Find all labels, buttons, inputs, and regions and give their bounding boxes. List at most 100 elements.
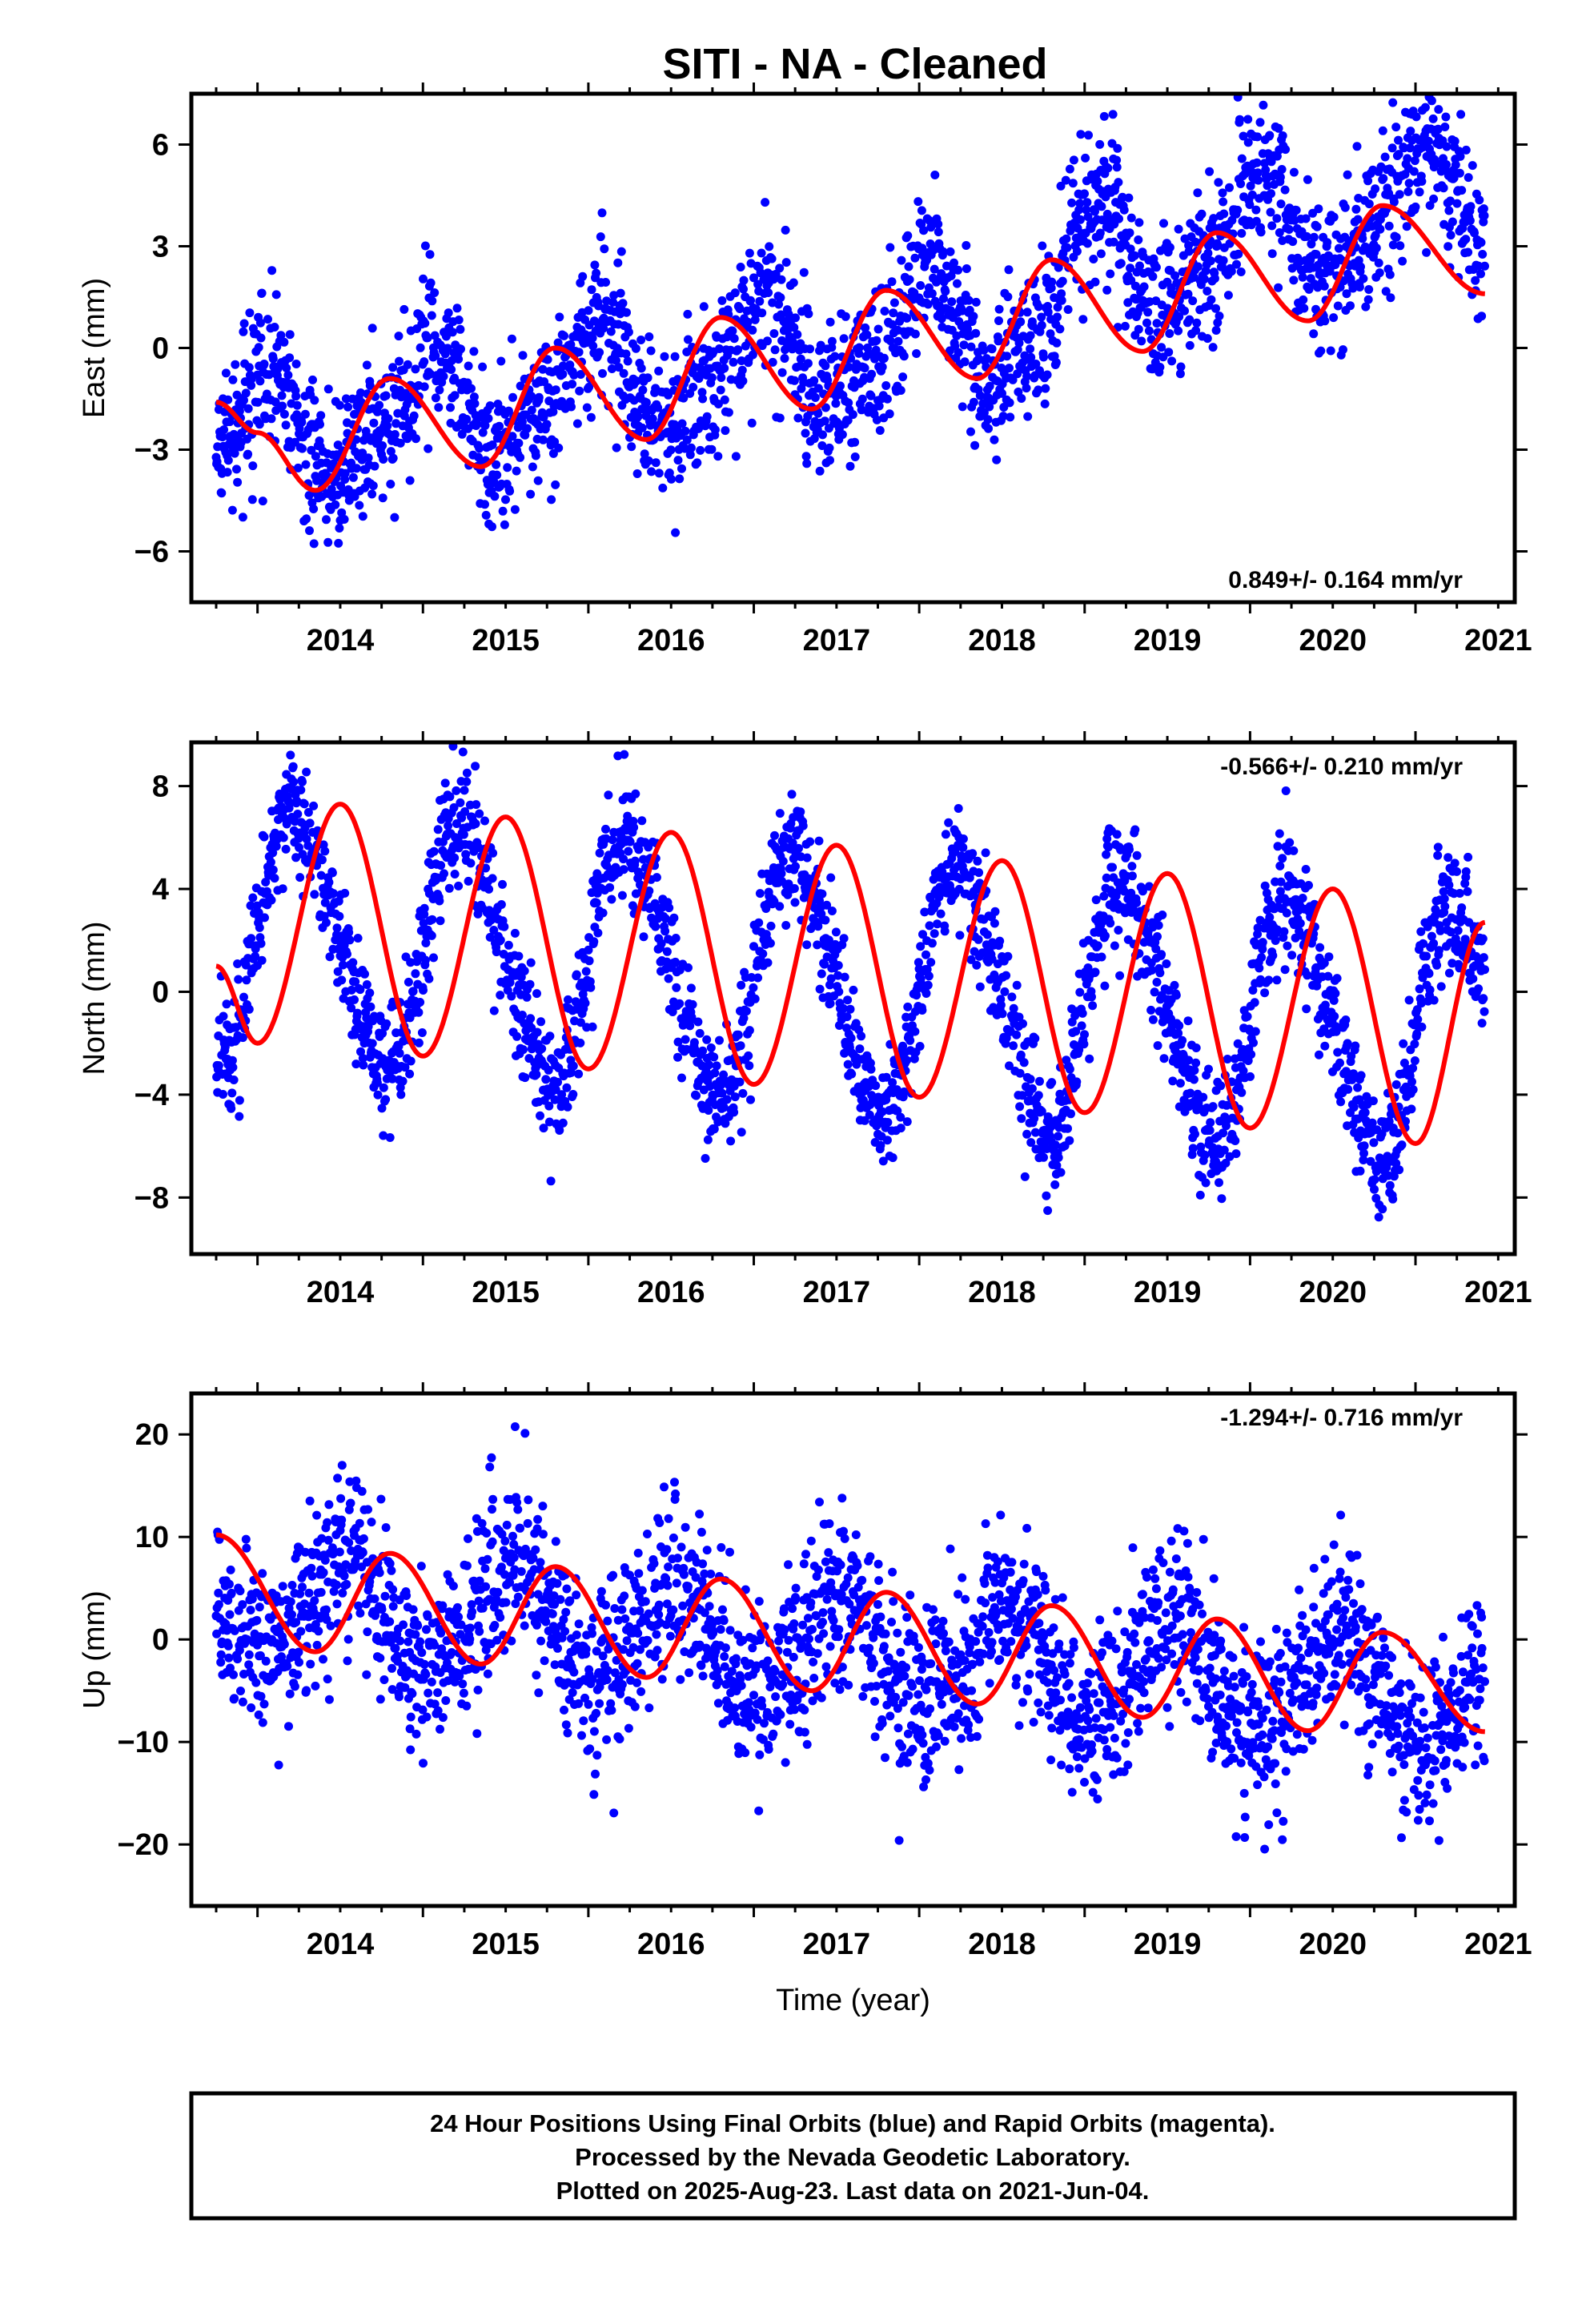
data-point: [1016, 1050, 1026, 1059]
data-point: [1339, 345, 1347, 355]
data-point: [1097, 202, 1106, 211]
data-point: [677, 1073, 686, 1083]
data-point: [840, 972, 849, 982]
data-point: [372, 407, 382, 416]
data-point: [425, 250, 435, 259]
data-point: [918, 930, 927, 939]
data-point: [383, 414, 393, 424]
data-point: [378, 493, 387, 503]
data-point: [1151, 944, 1161, 954]
data-point: [789, 813, 798, 822]
data-point: [1464, 173, 1473, 183]
data-point: [930, 264, 939, 274]
data-point: [331, 500, 340, 509]
data-point: [622, 308, 631, 317]
data-point: [646, 346, 656, 356]
data-point: [883, 1118, 893, 1127]
data-point: [312, 476, 322, 485]
data-point: [833, 971, 843, 980]
data-point: [270, 874, 279, 883]
data-point: [1022, 308, 1032, 317]
data-point: [218, 432, 227, 442]
data-point: [235, 1112, 244, 1121]
data-point: [1190, 1066, 1199, 1075]
data-point: [639, 932, 648, 942]
data-point: [1447, 217, 1457, 227]
data-point: [599, 324, 608, 333]
data-point: [259, 832, 269, 842]
data-point: [1135, 261, 1144, 271]
data-point: [971, 328, 981, 338]
data-point: [1199, 275, 1209, 283]
data-point: [1205, 167, 1215, 176]
data-point: [753, 973, 763, 983]
data-point: [790, 898, 800, 907]
data-point: [946, 247, 955, 256]
data-point: [244, 1004, 254, 1014]
data-point: [1342, 289, 1351, 299]
data-point: [551, 385, 560, 395]
data-point: [1047, 277, 1057, 287]
data-point: [1408, 1085, 1418, 1095]
data-point: [644, 456, 653, 465]
data-point: [1274, 123, 1283, 133]
data-point: [788, 838, 797, 847]
data-point: [1271, 936, 1280, 945]
data-point: [1255, 963, 1264, 973]
data-point: [1031, 360, 1041, 368]
data-point: [1137, 336, 1146, 346]
data-point: [687, 1012, 697, 1022]
data-point: [365, 988, 375, 998]
data-point: [1410, 1039, 1419, 1049]
data-point: [362, 980, 371, 989]
data-point: [1199, 1092, 1208, 1102]
data-point: [1304, 284, 1314, 294]
data-point: [395, 356, 404, 366]
data-point: [297, 417, 307, 427]
data-point: [1047, 1078, 1057, 1088]
data-point: [450, 853, 460, 862]
data-point: [613, 258, 623, 267]
data-point: [666, 445, 676, 455]
data-point: [619, 368, 628, 378]
data-point: [910, 253, 920, 263]
data-point: [724, 408, 733, 417]
data-point: [1449, 173, 1459, 183]
data-point: [913, 958, 923, 967]
data-point: [1260, 159, 1270, 168]
data-point: [1380, 152, 1390, 162]
data-point: [632, 376, 641, 386]
data-point: [1219, 1128, 1228, 1138]
data-point: [1364, 285, 1374, 294]
data-point: [632, 469, 642, 478]
data-point: [576, 370, 585, 379]
data-point: [243, 449, 253, 459]
data-point: [1015, 1102, 1025, 1112]
data-point: [1401, 1116, 1410, 1126]
data-point: [1080, 1030, 1089, 1039]
data-point: [799, 267, 809, 277]
data-point: [281, 420, 291, 430]
data-point: [1351, 1041, 1360, 1051]
data-point: [1245, 200, 1255, 209]
data-point: [338, 960, 347, 970]
data-point: [1474, 261, 1484, 271]
data-point: [1192, 318, 1202, 328]
data-point: [1243, 115, 1253, 124]
data-point: [775, 413, 785, 423]
data-point: [452, 786, 461, 795]
data-point: [1471, 275, 1480, 285]
data-point: [1055, 324, 1065, 334]
data-point: [717, 296, 727, 305]
data-point: [462, 768, 472, 778]
data-point: [315, 420, 324, 429]
data-point: [302, 834, 311, 844]
data-point: [815, 984, 825, 994]
data-point: [239, 319, 249, 328]
data-point: [1364, 199, 1374, 209]
data-point: [458, 747, 468, 757]
data-point: [1422, 247, 1431, 257]
data-point: [464, 361, 473, 371]
data-point: [633, 412, 643, 421]
data-point: [731, 452, 741, 461]
